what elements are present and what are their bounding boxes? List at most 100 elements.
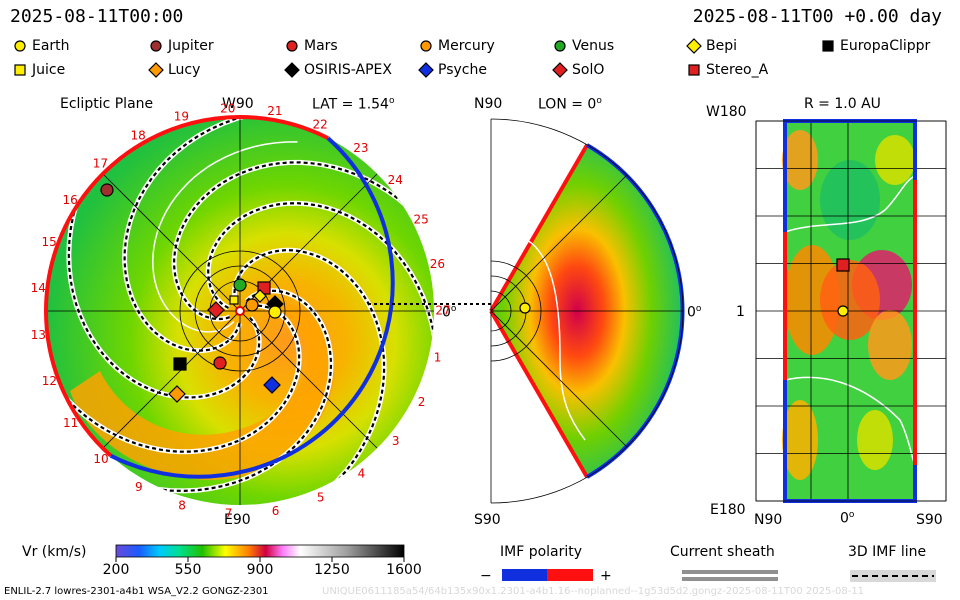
diamond-marker-icon: [418, 62, 434, 78]
fast-wind-region: [70, 301, 335, 480]
colorbar-tick-label: 550: [174, 562, 202, 578]
legend-item-label: Earth: [32, 38, 70, 54]
speed-region: [820, 260, 880, 340]
angle-mark: 10: [93, 452, 108, 466]
imf-line: [86, 289, 333, 493]
jupiter-marker: [100, 183, 114, 197]
angle-mark: 14: [31, 281, 46, 295]
legend-marker: [14, 40, 26, 52]
rmap-outer-frame: [755, 120, 947, 502]
angle-mark: 27: [435, 304, 450, 318]
legend-marker: [148, 62, 164, 78]
speed-contour: [152, 141, 298, 333]
panel3-x-right: S90: [916, 512, 943, 528]
legend-item-label: Juice: [32, 62, 66, 78]
psyche-marker: [263, 376, 281, 394]
angle-mark: 20: [220, 101, 235, 115]
imf-plus: +: [600, 568, 612, 584]
legend-marker: [150, 40, 162, 52]
legend-item-label: EuropaClippr: [840, 38, 931, 54]
legend-marker: [420, 40, 432, 52]
solo-marker: [207, 301, 225, 319]
legend-marker: [822, 40, 834, 52]
legend-marker: [686, 38, 702, 54]
diamond-marker-icon: [284, 62, 300, 78]
legend-item-label: SolO: [572, 62, 605, 78]
circle-marker-icon: [554, 40, 566, 52]
footer-right: UNIQUE0611185a54/64b135x90x1.2301-a4b1.1…: [322, 586, 865, 597]
diamond-marker-icon: [686, 38, 702, 54]
legend-marker: [284, 62, 300, 78]
legend-item-mars: Mars: [284, 38, 338, 54]
earth-marker: [837, 305, 849, 317]
colorbar-label: Vr (km/s): [22, 544, 87, 560]
sheath-swatch: [682, 570, 778, 574]
legend-item-lucy: Lucy: [148, 62, 200, 78]
legend-item-europaclippr: EuropaClippr: [820, 38, 930, 54]
speed-region: [782, 400, 818, 480]
legend-item-label: Lucy: [168, 62, 201, 78]
imf-line: [67, 162, 261, 399]
distance-ring: [490, 260, 542, 362]
imf-line: [57, 304, 301, 453]
angle-mark: 13: [31, 328, 46, 342]
speed-contour: [526, 239, 586, 441]
legend-item-bepi: Bepi: [686, 38, 737, 54]
diamond-marker-icon: [148, 62, 164, 78]
legend-item-label: Mars: [304, 38, 338, 54]
earth-marker: [268, 305, 282, 319]
angle-mark: 18: [131, 128, 146, 142]
speed-region: [784, 245, 840, 355]
header-left-time: 2025-08-11T00:00: [10, 6, 184, 27]
earth-marker: [519, 302, 531, 314]
polarity-border-positive: [44, 164, 113, 458]
panel1-top-label: W90: [222, 96, 254, 112]
panel3-top-left: W180: [706, 104, 747, 120]
angle-mark: 1: [434, 351, 442, 365]
angle-mark: 25: [414, 213, 429, 227]
legend-marker: [552, 62, 568, 78]
legend-marker: [286, 40, 298, 52]
angle-mark: 22: [312, 118, 327, 132]
legend-marker: [554, 40, 566, 52]
sun-marker: [235, 306, 245, 316]
legend-marker: [418, 62, 434, 78]
angle-mark: 2: [418, 395, 426, 409]
imf-line: [207, 202, 434, 449]
panel1-title: Ecliptic Plane: [60, 96, 154, 112]
imf-line: [172, 161, 411, 321]
colorbar: [115, 544, 405, 558]
imf-minus: −: [480, 568, 492, 584]
legend-item-stereo-a: Stereo_A: [686, 62, 768, 78]
imf-line: [123, 117, 329, 352]
circle-marker-icon: [14, 40, 26, 52]
colorbar-tick-label: 900: [246, 562, 274, 578]
legend-item-solo: SolO: [552, 62, 604, 78]
legend-item-label: Jupiter: [168, 38, 214, 54]
panel3-r-label: R = 1.0 AU: [804, 96, 881, 112]
imf-label: IMF polarity: [500, 544, 583, 560]
sheath-label: Current sheath: [670, 544, 775, 560]
panel2-right-label: 0o: [687, 304, 702, 321]
colorbar-tick-label: 200: [102, 562, 130, 578]
panel3-x-mid: 0o: [840, 510, 855, 527]
lucy-marker: [168, 385, 186, 403]
angle-mark: 21: [267, 104, 282, 118]
speed-region: [782, 130, 818, 190]
r-map-panel: [755, 119, 947, 503]
panel2-top-label: N90: [474, 96, 503, 112]
europa-clipper-marker: [173, 357, 187, 371]
angle-mark: 23: [353, 141, 368, 155]
legend-item-label: Venus: [572, 38, 615, 54]
angle-mark: 7: [225, 507, 233, 521]
legend-item-label: Bepi: [706, 38, 737, 54]
header-right-time: 2025-08-11T00 +0.00 day: [692, 6, 942, 27]
axis-line: [490, 174, 628, 312]
bottom-legends: [115, 544, 936, 582]
colorbar-tick-label: 1600: [386, 562, 422, 578]
angle-mark: 26: [430, 257, 445, 271]
distance-ring: [490, 290, 512, 332]
circle-marker-icon: [150, 40, 162, 52]
speed-region: [857, 410, 893, 470]
